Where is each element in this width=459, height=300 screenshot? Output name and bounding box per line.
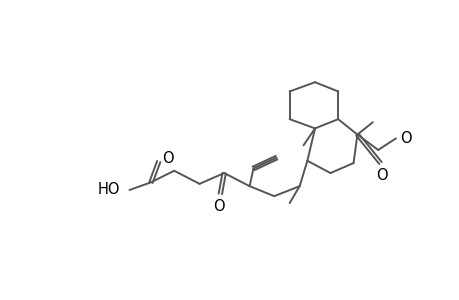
Text: O: O [375,168,387,183]
Text: O: O [162,151,174,166]
Text: O: O [399,131,410,146]
Text: O: O [213,199,224,214]
Text: HO: HO [97,182,120,197]
